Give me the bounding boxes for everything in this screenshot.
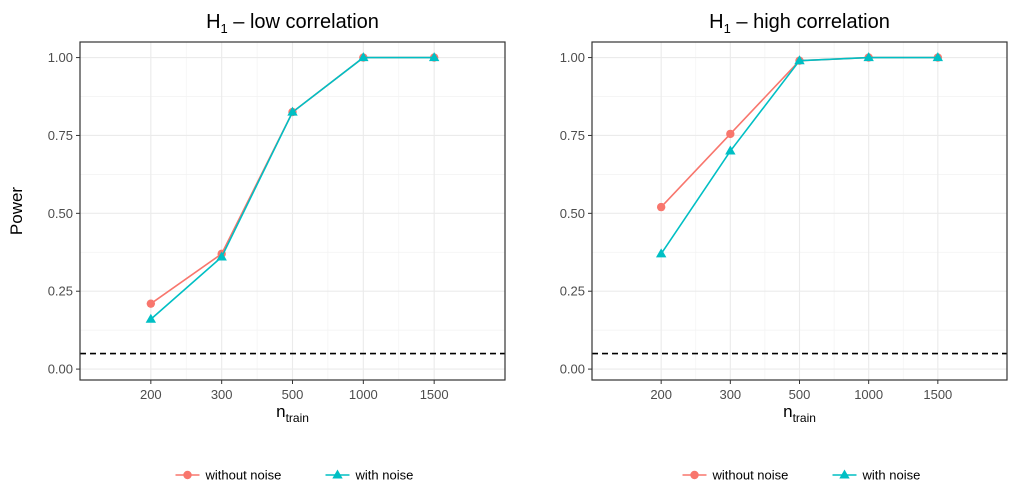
legend-key-circle (690, 470, 699, 480)
title-main: H (206, 11, 220, 33)
legend-label: with noise (862, 468, 921, 483)
x-axis-label-subscript: train (793, 411, 816, 425)
title-rest: – low correlation (228, 11, 379, 33)
x-tick-label: 1000 (854, 387, 883, 402)
y-tick-label: 0.75 (48, 128, 73, 143)
chart-title: H1 – low correlation (206, 11, 379, 36)
data-point-triangle (794, 55, 805, 65)
y-tick-label: 0.50 (48, 206, 73, 221)
x-tick-label: 1500 (420, 387, 449, 402)
data-point-triangle (145, 313, 157, 323)
y-axis-label: Power (7, 187, 26, 236)
data-point-triangle (287, 106, 298, 116)
x-axis-label-subscript: train (286, 411, 309, 425)
x-axis-label: ntrain (276, 402, 309, 425)
title-subscript: 1 (221, 21, 228, 36)
chart-title: H1 – high correlation (709, 11, 890, 36)
x-tick-label: 200 (650, 387, 672, 402)
data-point-triangle (358, 52, 369, 62)
legend-key-circle (183, 470, 192, 480)
x-tick-label: 200 (140, 387, 162, 402)
legend-label: without noise (205, 468, 282, 483)
data-point-circle (726, 129, 735, 139)
y-tick-label: 1.00 (560, 50, 585, 65)
y-tick-label: 0.75 (560, 128, 585, 143)
data-point-triangle (428, 52, 440, 62)
title-rest: – high correlation (731, 11, 890, 33)
y-tick-label: 0.25 (48, 284, 73, 299)
y-tick-label: 0.25 (560, 284, 585, 299)
legend: without noise with noise (682, 468, 921, 483)
x-axis-label-main: n (783, 402, 792, 421)
chart-panel-2: H1 – high correlation 0.00 0.25 0.50 0.75 1.0… (560, 11, 1008, 483)
data-point-triangle (863, 52, 874, 62)
x-tick-label: 1000 (349, 387, 378, 402)
data-point-triangle (932, 52, 944, 62)
y-tick-label: 1.00 (48, 50, 73, 65)
y-tick-label: 0.00 (560, 362, 585, 377)
data-point-circle (656, 202, 666, 212)
y-tick-label: 0.50 (560, 206, 585, 221)
x-tick-label: 1500 (923, 387, 952, 402)
x-tick-label: 300 (719, 387, 741, 402)
data-point-triangle (725, 145, 736, 155)
legend: without noise with noise (175, 468, 414, 483)
chart-panel-1: H1 – low correlation 0.00 0.25 0.50 0.75 1.00… (7, 11, 506, 483)
data-point-triangle (655, 248, 667, 258)
legend-key-triangle (839, 469, 850, 479)
title-subscript: 1 (724, 21, 731, 36)
legend-key-triangle (332, 469, 343, 479)
x-axis-label-main: n (276, 402, 285, 421)
y-tick-label: 0.00 (48, 362, 73, 377)
legend-label: with noise (355, 468, 414, 483)
data-point-circle (146, 299, 156, 308)
x-tick-label: 500 (789, 387, 811, 402)
x-tick-label: 300 (211, 387, 233, 402)
legend-label: without noise (712, 468, 789, 483)
x-tick-label: 500 (282, 387, 304, 402)
title-main: H (709, 11, 723, 33)
x-axis-label: ntrain (783, 402, 816, 425)
data-point-triangle (216, 251, 227, 261)
